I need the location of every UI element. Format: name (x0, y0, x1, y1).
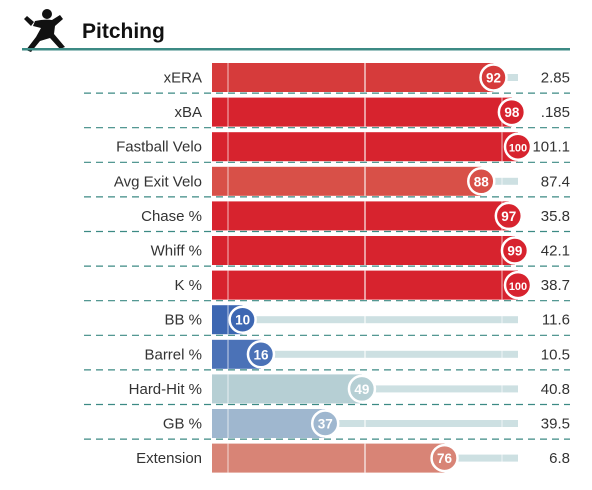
chart-row: 76 Extension 6.8 (136, 443, 570, 473)
percentile-bar (212, 409, 326, 438)
row-value: 40.8 (541, 381, 570, 398)
percentile-bar (212, 97, 512, 127)
row-value: 2.85 (541, 70, 570, 87)
chart-title: Pitching (82, 20, 165, 43)
row-value: 35.8 (541, 208, 570, 225)
row-label: xBA (174, 104, 202, 121)
row-value: 11.6 (542, 312, 570, 329)
row-value: 10.5 (541, 346, 570, 363)
percentile-badge (228, 305, 257, 334)
chart-row: 92 xERA 2.85 (84, 63, 570, 94)
percentile-badge (246, 340, 276, 369)
percentile-badge-label: 16 (253, 347, 269, 362)
row-label: Avg Exit Velo (114, 173, 202, 190)
row-label: GB % (163, 416, 202, 433)
percentile-bar (212, 201, 509, 231)
percentile-badge-label: 37 (318, 417, 333, 432)
chart-row: 16 Barrel % 10.5 (84, 339, 570, 371)
chart-row: 100 K % 38.7 (84, 270, 570, 302)
percentile-badge-label: 100 (509, 143, 527, 155)
percentile-bar (212, 166, 482, 196)
chart-row: 10 BB % 11.6 (84, 305, 570, 336)
row-label: K % (174, 277, 202, 294)
percentile-badge-label: 98 (504, 105, 520, 120)
row-label: Whiff % (151, 243, 202, 260)
header-rule (22, 48, 570, 51)
row-value: 101.1 (532, 139, 570, 156)
chart-row: 100 Fastball Velo 101.1 (84, 132, 570, 163)
row-label: Barrel % (144, 346, 202, 363)
row-value: 6.8 (549, 450, 570, 467)
row-value: .185 (541, 104, 570, 121)
chart-row: 49 Hard-Hit % 40.8 (84, 374, 570, 406)
row-label: BB % (164, 312, 202, 329)
row-value: 42.1 (541, 243, 570, 260)
percentile-badge-label: 99 (507, 244, 522, 259)
chart-header: Pitching (22, 9, 570, 52)
percentile-bar (212, 443, 445, 473)
row-label: Extension (136, 450, 202, 467)
percentile-badge-label: 92 (486, 71, 501, 86)
percentile-badge (497, 97, 527, 127)
percentile-bar (212, 236, 515, 265)
row-label: Chase % (141, 208, 202, 225)
percentile-badge (500, 236, 530, 265)
percentile-badge (503, 270, 533, 300)
percentile-badge (494, 201, 524, 231)
percentile-badge (479, 63, 508, 92)
percentile-badge-label: 49 (354, 382, 369, 397)
percentile-bar (212, 63, 494, 92)
chart-row: 99 Whiff % 42.1 (84, 236, 570, 267)
chart-row: 97 Chase % 35.8 (84, 201, 570, 233)
percentile-bar (212, 374, 362, 404)
rows-layer: 92 xERA 2.85 98 xBA .185 100 Fastball Velo 101.1… (84, 63, 570, 473)
chart-row: 88 Avg Exit Velo 87.4 (84, 166, 570, 198)
row-value: 39.5 (541, 416, 570, 433)
percentile-badge (310, 409, 340, 438)
row-label: Hard-Hit % (129, 381, 202, 398)
row-label: Fastball Velo (116, 139, 202, 156)
chart-row: 37 GB % 39.5 (84, 409, 570, 440)
percentile-badge-label: 97 (501, 209, 516, 224)
percentile-badge-label: 100 (509, 281, 527, 293)
percentile-badge (467, 167, 496, 196)
percentile-badge-label: 76 (437, 451, 453, 466)
row-value: 38.7 (541, 277, 570, 294)
row-value: 87.4 (541, 173, 570, 190)
percentile-badge (430, 443, 459, 473)
percentile-badge (347, 374, 377, 404)
pitcher-silhouette-icon (24, 9, 65, 52)
percentile-badge (503, 132, 533, 161)
percentile-badge-label: 10 (235, 313, 250, 328)
row-label: xERA (164, 70, 202, 87)
chart-row: 98 xBA .185 (84, 97, 570, 129)
percentile-badge-label: 88 (474, 174, 490, 189)
